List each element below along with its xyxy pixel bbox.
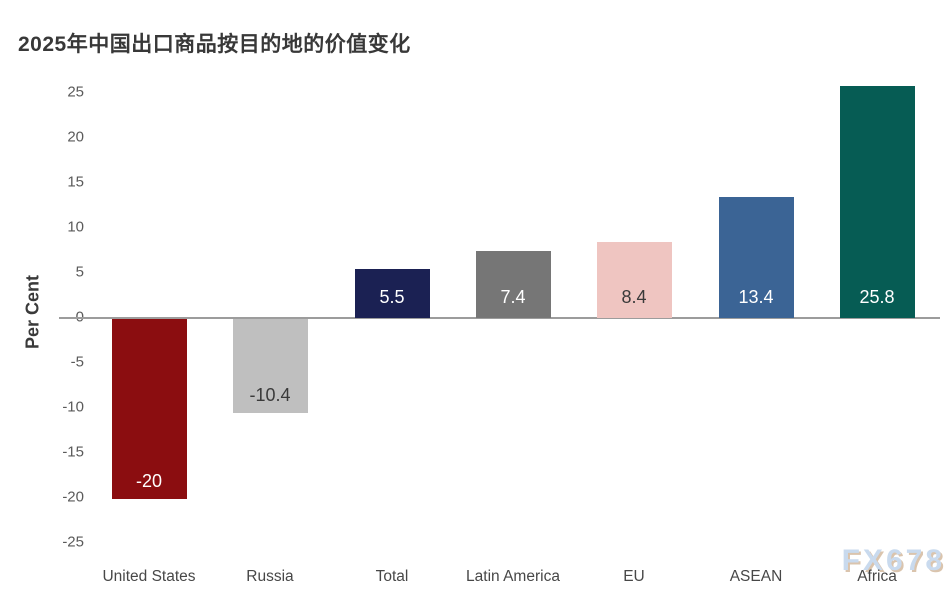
bar-value-label: 7.4 [500, 286, 526, 307]
x-axis-label-total: Total [375, 568, 409, 585]
y-tick-label: 5 [75, 263, 84, 281]
bar-value-label: 25.8 [859, 286, 895, 307]
bar-value-label: -20 [135, 471, 162, 491]
bar-eu: 8.4 [596, 242, 672, 318]
x-axis-label-asean: ASEAN [729, 568, 783, 585]
y-tick-label: -15 [62, 443, 84, 461]
bar-value-label: -10.4 [249, 384, 291, 405]
y-tick-label: 20 [67, 128, 84, 146]
y-tick-label: -5 [70, 353, 84, 371]
bar-value-label: 8.4 [621, 286, 647, 307]
x-axis-line [59, 317, 940, 319]
bar-value-label: 5.5 [379, 287, 405, 307]
x-axis-label-eu: EU [623, 568, 645, 585]
x-axis-label-africa: Africa [857, 568, 897, 585]
x-axis-label-latin-america: Latin America [466, 568, 560, 585]
chart-title: 2025年中国出口商品按目的地的价值变化 [18, 33, 411, 56]
y-tick-label: -10 [62, 398, 84, 416]
y-tick-label: -25 [62, 533, 84, 551]
bar-total: 5.5 [354, 268, 430, 318]
bar-latin-america: 7.4 [475, 251, 551, 318]
bar-africa: 25.8 [839, 85, 915, 318]
bar-russia: -10.4 [232, 319, 308, 413]
y-tick-label: 10 [67, 218, 84, 236]
bar-united-states: -20 [111, 319, 187, 499]
bar-value-label: 13.4 [738, 286, 774, 307]
y-tick-label: 15 [67, 173, 84, 191]
y-tick-label: 0 [24, 308, 84, 325]
watermark-fx678: FX678 [841, 544, 945, 577]
x-axis-label-united-states: United States [102, 568, 196, 585]
y-tick-label: 25 [67, 83, 84, 101]
x-axis-label-russia: Russia [246, 568, 294, 585]
y-tick-label: -20 [62, 488, 84, 506]
bar-asean: 13.4 [718, 197, 794, 318]
